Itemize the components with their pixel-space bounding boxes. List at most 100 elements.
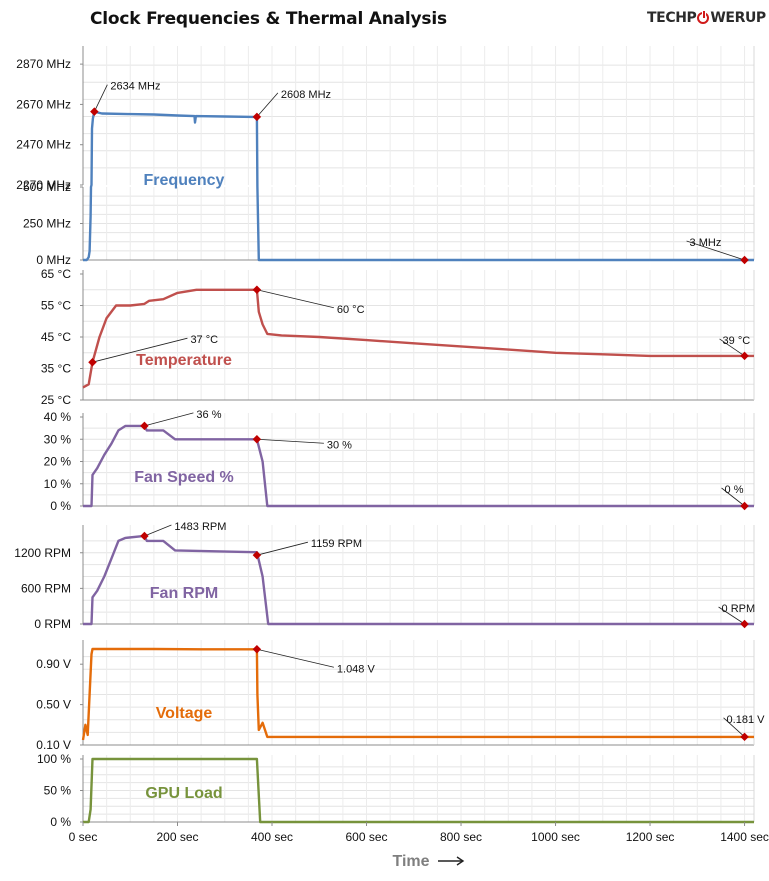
annotation-leader bbox=[256, 541, 308, 556]
y-tick-label: 65 °C bbox=[41, 267, 71, 281]
annotation-marker bbox=[90, 107, 99, 116]
y-tick-label: 0.50 V bbox=[36, 698, 71, 712]
annotation-label: 1483 RPM bbox=[174, 521, 226, 533]
annotation-leader bbox=[144, 524, 172, 537]
plot-background bbox=[83, 413, 754, 506]
x-tick-label: 400 sec bbox=[251, 830, 293, 844]
panel-fan-rpm bbox=[80, 524, 755, 629]
y-tick-label: 1200 RPM bbox=[14, 546, 71, 560]
annotation-leader bbox=[718, 606, 745, 625]
annotation-leader bbox=[723, 717, 745, 738]
annotation-leader bbox=[256, 648, 334, 668]
annotation-label: 39 °C bbox=[723, 335, 751, 347]
y-tick-label: 20 % bbox=[44, 455, 72, 469]
techpowerup-logo: TECHP WERUP bbox=[647, 10, 766, 26]
annotation-label: 2608 MHz bbox=[281, 89, 331, 101]
x-tick-label: 1000 sec bbox=[531, 830, 580, 844]
plot-background bbox=[83, 640, 754, 745]
power-icon bbox=[697, 10, 710, 24]
series-line-voltage bbox=[81, 647, 754, 741]
y-tick-label: 0 % bbox=[50, 499, 71, 513]
arrow-head-icon bbox=[456, 856, 465, 866]
annotation-label: 2634 MHz bbox=[110, 81, 160, 93]
y-tick-label: 50 % bbox=[44, 784, 72, 798]
series-label: Voltage bbox=[156, 705, 213, 722]
panel-gpu-load bbox=[80, 755, 755, 824]
plot-background bbox=[83, 525, 754, 624]
series-label: Frequency bbox=[144, 172, 225, 189]
y-tick-label: 2870 MHz bbox=[16, 57, 71, 71]
panel-voltage bbox=[80, 640, 755, 746]
logo-text-right: WERUP bbox=[710, 10, 766, 26]
annotation-leader bbox=[92, 337, 188, 363]
y-tick-label: 35 °C bbox=[41, 362, 71, 376]
y-tick-label: 0.10 V bbox=[36, 738, 71, 752]
annotation-leader bbox=[686, 240, 745, 261]
y-tick-label: 40 % bbox=[44, 410, 72, 424]
series-line-fan-speed- bbox=[83, 424, 754, 508]
y-tick-label: 2670 MHz bbox=[16, 97, 71, 111]
annotation-marker bbox=[740, 501, 749, 511]
annotation-marker bbox=[740, 732, 749, 742]
annotation-leader bbox=[256, 289, 334, 309]
y-tick-label: 0 RPM bbox=[34, 617, 71, 631]
panel-temperature bbox=[80, 270, 755, 401]
y-tick-label: 0 MHz bbox=[36, 253, 71, 267]
plot-background bbox=[83, 755, 754, 822]
y-tick-label: 10 % bbox=[44, 477, 72, 491]
y-tick-label: 100 % bbox=[37, 752, 71, 766]
panel-fan-speed- bbox=[80, 412, 755, 511]
series-label: GPU Load bbox=[145, 785, 222, 802]
annotation-label: 1159 RPM bbox=[311, 538, 362, 550]
series-line-fan-rpm bbox=[83, 534, 754, 626]
annotation-marker bbox=[740, 351, 749, 361]
annotation-leader bbox=[719, 338, 745, 357]
x-axis-title: Time bbox=[392, 853, 429, 870]
y-tick-label: 55 °C bbox=[41, 299, 71, 313]
y-tick-label: 2270 MHz bbox=[16, 178, 71, 192]
annotation-label: 0 RPM bbox=[722, 603, 756, 615]
plot-background bbox=[83, 46, 754, 260]
annotation-marker bbox=[740, 619, 749, 629]
annotation-label: 0.181 V bbox=[727, 714, 766, 726]
y-tick-label: 250 MHz bbox=[23, 217, 71, 231]
x-tick-label: 0 sec bbox=[69, 830, 98, 844]
y-tick-label: 500 MHz bbox=[23, 180, 71, 194]
annotation-leader bbox=[93, 84, 108, 112]
annotation-marker bbox=[740, 255, 749, 265]
series-label: Temperature bbox=[136, 352, 232, 369]
annotation-label: 37 °C bbox=[190, 334, 218, 346]
series-line-gpu-load bbox=[83, 757, 754, 824]
plot-background bbox=[83, 270, 754, 400]
chart-title: Clock Frequencies & Thermal Analysis bbox=[90, 9, 447, 29]
axis-break bbox=[77, 185, 756, 187]
x-tick-label: 600 sec bbox=[346, 830, 388, 844]
y-tick-label: 2470 MHz bbox=[16, 138, 71, 152]
x-tick-label: 1400 sec bbox=[720, 830, 769, 844]
annotation-marker bbox=[140, 421, 149, 431]
y-tick-label: 0.90 V bbox=[36, 657, 71, 671]
panel-frequency bbox=[77, 46, 756, 265]
x-tick-label: 200 sec bbox=[156, 830, 198, 844]
annotation-label: 1.048 V bbox=[337, 663, 376, 675]
annotation-label: 3 MHz bbox=[690, 237, 722, 249]
annotation-label: 0 % bbox=[725, 484, 744, 496]
annotation-leader bbox=[256, 438, 324, 444]
annotation-leader bbox=[256, 92, 279, 118]
y-tick-label: 0 % bbox=[50, 815, 71, 829]
annotation-leader bbox=[144, 412, 194, 427]
logo-text-left: TECHP bbox=[647, 10, 697, 26]
x-tick-label: 1200 sec bbox=[626, 830, 675, 844]
annotation-label: 30 % bbox=[327, 439, 352, 451]
y-tick-label: 25 °C bbox=[41, 393, 71, 407]
y-tick-label: 45 °C bbox=[41, 330, 71, 344]
y-tick-label: 30 % bbox=[44, 432, 72, 446]
annotation-marker bbox=[88, 357, 97, 367]
x-tick-label: 800 sec bbox=[440, 830, 482, 844]
y-tick-label: 600 RPM bbox=[21, 581, 71, 595]
annotation-leader bbox=[721, 487, 745, 507]
series-label: Fan RPM bbox=[150, 585, 218, 602]
annotation-label: 60 °C bbox=[337, 304, 365, 316]
series-label: Fan Speed % bbox=[134, 469, 234, 486]
